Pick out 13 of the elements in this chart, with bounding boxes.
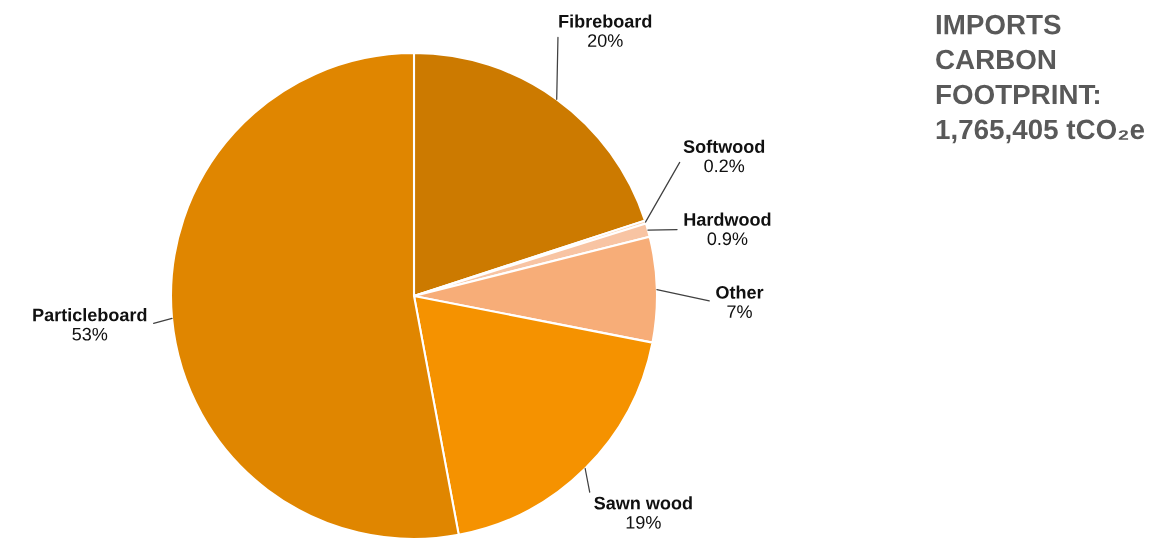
slice-label: Sawn wood <box>594 496 692 510</box>
data-label: 20% <box>588 34 623 47</box>
data-label: 53% <box>72 327 108 341</box>
data-label: 0.2% <box>704 159 745 173</box>
data-label: 7% <box>727 305 752 318</box>
slice-label: Particleboard <box>33 308 147 322</box>
data-label: 19% <box>626 515 661 529</box>
slice-label: Softwood <box>683 139 765 153</box>
slice-label: Other <box>716 285 764 299</box>
slice-label: Hardwood <box>684 212 771 226</box>
slice-label: Fibreboard <box>559 14 652 28</box>
data-label: 0.9% <box>707 232 748 246</box>
text: IMPORTS CARBON FOOTPRINT: 1,765,405 tCO₂e <box>936 14 1145 144</box>
